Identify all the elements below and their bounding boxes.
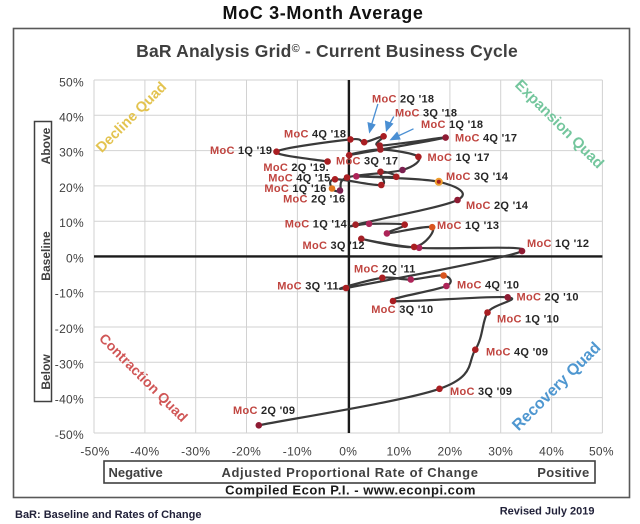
svg-text:-20%: -20% — [232, 445, 261, 459]
svg-text:MoC 4Q '18: MoC 4Q '18 — [284, 129, 346, 141]
svg-text:Below: Below — [39, 354, 53, 390]
svg-text:MoC 4Q '10: MoC 4Q '10 — [457, 280, 519, 292]
svg-text:MoC 1Q '13: MoC 1Q '13 — [437, 220, 499, 232]
svg-text:-20%: -20% — [55, 322, 84, 336]
svg-text:-10%: -10% — [55, 287, 84, 301]
svg-text:MoC 3Q '12: MoC 3Q '12 — [303, 240, 365, 252]
svg-text:MoC 3Q '11: MoC 3Q '11 — [277, 281, 339, 293]
svg-text:50%: 50% — [589, 445, 614, 459]
svg-text:Positive: Positive — [537, 465, 589, 480]
svg-text:MoC 3Q '09: MoC 3Q '09 — [450, 386, 512, 398]
svg-text:MoC 2Q '18: MoC 2Q '18 — [372, 94, 434, 106]
svg-text:10%: 10% — [387, 445, 412, 459]
svg-text:MoC 4Q '15: MoC 4Q '15 — [268, 172, 330, 184]
svg-text:0%: 0% — [66, 251, 84, 265]
svg-text:10%: 10% — [59, 216, 84, 230]
svg-text:-40%: -40% — [55, 393, 84, 407]
svg-text:MoC 2Q '11: MoC 2Q '11 — [354, 263, 416, 275]
svg-text:-40%: -40% — [130, 445, 159, 459]
svg-text:20%: 20% — [59, 181, 84, 195]
svg-text:MoC 3-Month Average: MoC 3-Month Average — [222, 3, 423, 23]
svg-text:MoC 2Q '10: MoC 2Q '10 — [517, 292, 579, 304]
svg-text:MoC 1Q '12: MoC 1Q '12 — [527, 238, 589, 250]
svg-text:MoC 2Q '19.: MoC 2Q '19. — [263, 162, 329, 174]
svg-text:MoC 1Q '18: MoC 1Q '18 — [421, 119, 483, 131]
svg-text:40%: 40% — [539, 445, 564, 459]
svg-text:Revised July 2019: Revised July 2019 — [500, 506, 595, 518]
svg-text:-50%: -50% — [80, 445, 109, 459]
svg-text:MoC 1Q '16: MoC 1Q '16 — [264, 183, 326, 195]
svg-text:MoC 1Q '17: MoC 1Q '17 — [428, 152, 490, 164]
svg-text:20%: 20% — [437, 445, 462, 459]
svg-text:MoC 4Q '17: MoC 4Q '17 — [455, 133, 517, 145]
svg-text:MoC 3Q '14: MoC 3Q '14 — [446, 171, 509, 183]
svg-text:MoC 2Q '16: MoC 2Q '16 — [283, 194, 345, 206]
svg-text:Negative: Negative — [109, 465, 163, 480]
svg-text:50%: 50% — [59, 75, 84, 89]
svg-text:MoC 1Q '19: MoC 1Q '19 — [210, 145, 272, 157]
svg-text:MoC 3Q '10: MoC 3Q '10 — [371, 304, 433, 316]
svg-text:30%: 30% — [59, 146, 84, 160]
svg-text:Adjusted Proportional Rate of: Adjusted Proportional Rate of Change — [221, 465, 478, 480]
svg-text:MoC 2Q '09: MoC 2Q '09 — [233, 405, 295, 417]
svg-text:MoC 1Q '10: MoC 1Q '10 — [497, 314, 559, 326]
svg-text:MoC 3Q '18: MoC 3Q '18 — [395, 108, 457, 120]
svg-text:MoC 4Q '09: MoC 4Q '09 — [486, 347, 548, 359]
svg-text:BaR Analysis Grid© - Current B: BaR Analysis Grid© - Current Business Cy… — [136, 41, 518, 61]
svg-text:Compiled Econ P.I. - www.econp: Compiled Econ P.I. - www.econpi.com — [225, 483, 476, 498]
svg-text:30%: 30% — [488, 445, 513, 459]
svg-text:-30%: -30% — [181, 445, 210, 459]
svg-text:0%: 0% — [339, 445, 357, 459]
svg-text:MoC 3Q '17: MoC 3Q '17 — [336, 156, 398, 168]
svg-text:-50%: -50% — [55, 428, 84, 442]
svg-text:MoC 1Q '14: MoC 1Q '14 — [285, 218, 348, 230]
svg-text:40%: 40% — [59, 110, 84, 124]
svg-text:MoC 2Q '14: MoC 2Q '14 — [466, 200, 529, 212]
svg-text:-30%: -30% — [55, 357, 84, 371]
svg-text:Above: Above — [39, 127, 53, 164]
svg-text:-10%: -10% — [283, 445, 312, 459]
svg-text:Baseline: Baseline — [39, 231, 53, 281]
svg-text:BaR: Baseline and Rates of Cha: BaR: Baseline and Rates of Change — [15, 509, 201, 521]
